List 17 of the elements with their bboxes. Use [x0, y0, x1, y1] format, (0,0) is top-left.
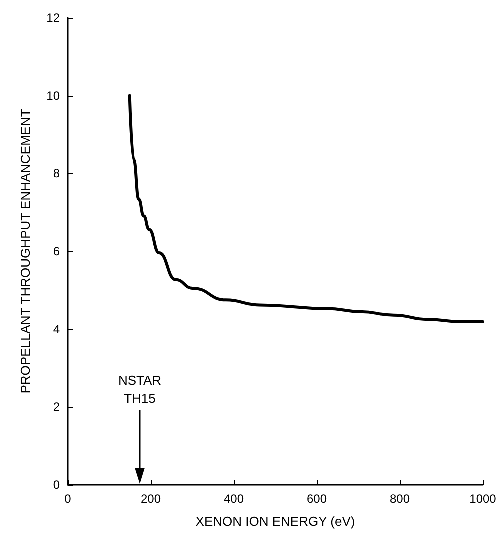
- y-axis-title: PROPELLANT THROUGHPUT ENHANCEMENT: [18, 109, 33, 394]
- y-tick-label: 6: [53, 244, 60, 258]
- annotation: NSTAR TH15: [118, 372, 162, 408]
- y-tick-label: 8: [53, 166, 60, 181]
- y-tick-label: 2: [53, 400, 60, 414]
- x-tick-label: 200: [140, 492, 162, 506]
- y-tick-label: 10: [46, 88, 60, 103]
- x-axis-title: XENON ION ENERGY (eV): [196, 514, 356, 529]
- y-tick-label: 12: [46, 11, 60, 25]
- x-tick-label: 1000: [470, 492, 497, 506]
- x-tick-label: 800: [390, 492, 410, 506]
- y-tick-label: 4: [53, 322, 60, 336]
- y-tick-label: 0: [53, 478, 60, 492]
- x-tick-label: 400: [224, 492, 244, 506]
- x-tick-label: 0: [64, 492, 72, 506]
- line-series: [128, 94, 484, 324]
- x-tick-label: 600: [306, 492, 328, 506]
